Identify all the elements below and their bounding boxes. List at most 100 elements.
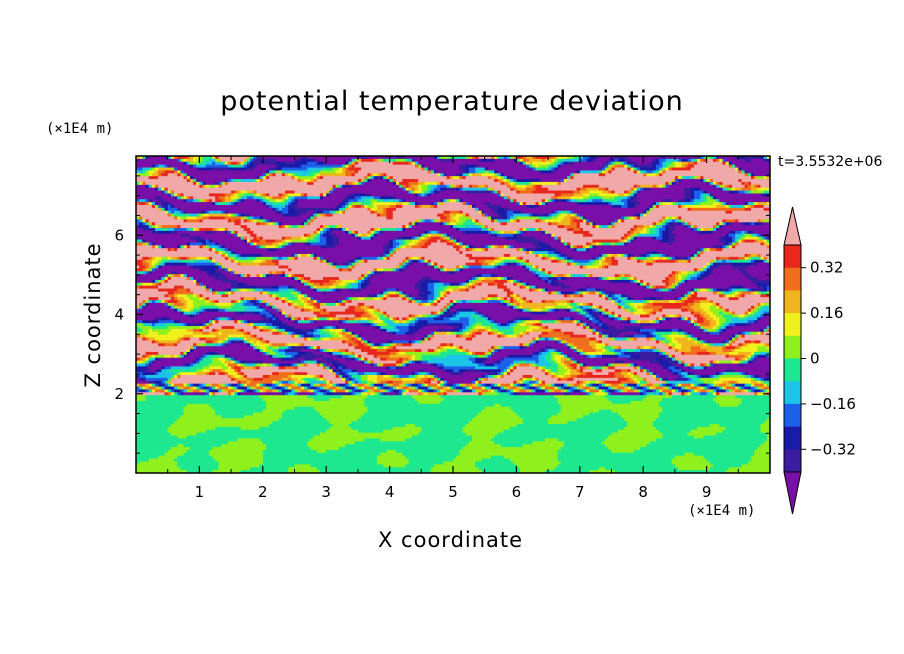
- contour-cell: [532, 190, 575, 195]
- contour-cell: [472, 279, 476, 284]
- contour-cell: [237, 259, 254, 264]
- contour-cell: [386, 288, 397, 293]
- contour-cell: [319, 225, 324, 229]
- contour-cell: [259, 346, 267, 350]
- contour-cell: [668, 317, 673, 321]
- contour-cell: [411, 225, 451, 229]
- contour-cell: [595, 331, 600, 336]
- contour-cell: [427, 320, 470, 324]
- contour-cell: [167, 213, 172, 218]
- contour-cell: [202, 268, 216, 272]
- contour-cell: [370, 343, 375, 347]
- contour-cell: [136, 196, 156, 200]
- contour-cell: [747, 343, 765, 347]
- contour-cell: [202, 323, 207, 327]
- contour-cell: [335, 354, 340, 359]
- contour-cell: [595, 222, 609, 226]
- contour-cell: [424, 340, 530, 344]
- contour-cell: [453, 302, 457, 307]
- contour-cell: [731, 320, 749, 324]
- contour-cell: [300, 253, 308, 258]
- contour-cell: [151, 228, 156, 232]
- contour-cell: [484, 167, 489, 172]
- contour-cell: [284, 351, 299, 356]
- contour-cell: [766, 259, 770, 264]
- contour-cell: [411, 331, 416, 336]
- contour-cell: [465, 190, 492, 195]
- contour-cell: [272, 256, 277, 261]
- contour-cell: [449, 199, 457, 203]
- contour-cell: [234, 202, 239, 206]
- contour-cell: [478, 158, 483, 163]
- contour-cell: [424, 256, 470, 261]
- contour-cell: [513, 326, 530, 330]
- contour-cell: [738, 337, 770, 342]
- contour-cell: [633, 193, 638, 197]
- contour-cell: [231, 248, 267, 252]
- contour-cell: [655, 337, 666, 342]
- contour-cell: [652, 161, 660, 166]
- contour-cell: [161, 282, 197, 287]
- contour-cell: [516, 279, 521, 284]
- contour-cell: [430, 331, 435, 336]
- contour-cell: [332, 236, 340, 241]
- contour-cell: [275, 164, 280, 169]
- contour-cell: [433, 311, 438, 316]
- contour-cell: [624, 164, 628, 169]
- contour-cell: [525, 187, 537, 192]
- contour-cell: [443, 210, 451, 215]
- contour-cell: [240, 216, 245, 220]
- contour-cell: [272, 343, 286, 347]
- contour-cell: [633, 305, 638, 310]
- contour-cell: [253, 230, 315, 235]
- contour-cell: [386, 216, 394, 220]
- contour-cell: [519, 279, 524, 284]
- contour-cell: [731, 164, 736, 169]
- contour-cell: [386, 340, 391, 344]
- contour-cell: [367, 317, 378, 321]
- contour-cell: [319, 346, 356, 350]
- contour-cell: [659, 222, 663, 226]
- contour-cell: [411, 256, 419, 261]
- contour-cell: [491, 351, 495, 356]
- contour-cell: [652, 331, 657, 336]
- contour-cell: [655, 184, 660, 189]
- contour-cell: [414, 282, 422, 287]
- contour-cell: [456, 314, 473, 318]
- contour-cell: [278, 193, 283, 197]
- contour-cell: [427, 170, 432, 174]
- contour-cell: [177, 158, 181, 163]
- contour-cell: [155, 204, 159, 209]
- contour-cell: [544, 311, 549, 316]
- contour-cell: [621, 351, 625, 356]
- contour-cell: [744, 236, 758, 241]
- contour-cell: [459, 245, 464, 249]
- contour-cell: [399, 328, 410, 333]
- contour-cell: [307, 236, 315, 241]
- contour-cell: [744, 323, 752, 327]
- contour-cell: [319, 337, 324, 342]
- contour-cell: [291, 196, 296, 200]
- contour-cell: [535, 167, 549, 172]
- contour-cell: [697, 320, 705, 324]
- contour-cell: [551, 210, 556, 215]
- contour-cell: [364, 181, 394, 186]
- contour-cell: [316, 288, 321, 293]
- contour-cell: [250, 300, 258, 304]
- contour-cell: [316, 300, 321, 304]
- contour-cell: [208, 323, 213, 327]
- contour-cell: [725, 245, 730, 249]
- contour-cell: [592, 199, 603, 203]
- contour-cell: [551, 337, 556, 342]
- contour-cell: [345, 167, 349, 172]
- contour-cell: [205, 164, 229, 169]
- contour-cell: [468, 288, 505, 293]
- contour-cell: [614, 349, 622, 353]
- contour-cell: [697, 317, 705, 321]
- contour-cell: [284, 170, 311, 174]
- contour-cell: [297, 225, 302, 229]
- contour-cell: [557, 161, 562, 166]
- contour-cell: [386, 323, 391, 327]
- contour-cell: [709, 320, 717, 324]
- contour-cell: [579, 351, 584, 356]
